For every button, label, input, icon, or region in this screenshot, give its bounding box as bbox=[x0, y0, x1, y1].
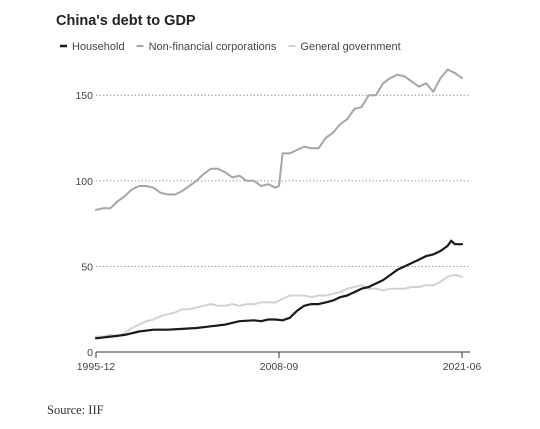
x-tick-label-1995-12: 1995-12 bbox=[77, 361, 116, 373]
chart-title: China's debt to GDP bbox=[56, 13, 196, 29]
series-line-general-government bbox=[95, 274, 463, 338]
legend-label-2: General government bbox=[300, 41, 400, 53]
axis-layer: 0 50 100 150 1995-12 2008-09 2021-06 bbox=[75, 90, 481, 373]
y-tick-label-0: 0 bbox=[87, 347, 93, 359]
series-line-household bbox=[94, 239, 464, 340]
series-layer bbox=[94, 68, 464, 340]
y-tick-label-50: 50 bbox=[81, 261, 93, 273]
grid-layer bbox=[96, 94, 470, 353]
y-tick-label-150: 150 bbox=[75, 90, 93, 102]
x-tick-label-2008-09: 2008-09 bbox=[260, 361, 299, 373]
legend: Household Non-financial corporations Gener… bbox=[60, 41, 401, 53]
source-label: Source: IIF bbox=[47, 403, 104, 417]
legend-label-1: Non-financial corporations bbox=[149, 41, 277, 53]
series-line-non-financial-corporations bbox=[95, 68, 463, 211]
x-tick-label-2021-06: 2021-06 bbox=[443, 361, 482, 373]
legend-label-0: Household bbox=[72, 41, 125, 53]
y-tick-label-100: 100 bbox=[75, 176, 93, 188]
